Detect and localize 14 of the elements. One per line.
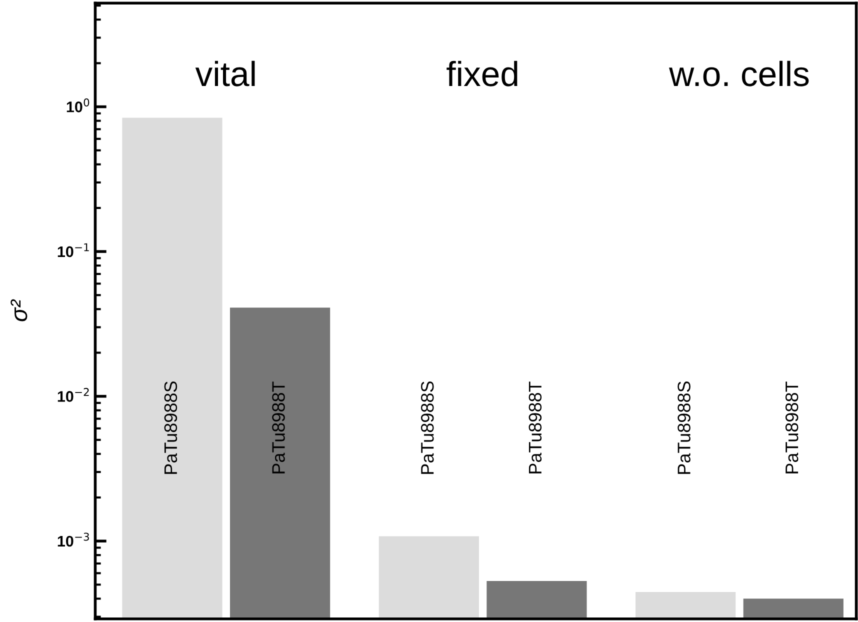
x-tick-label: w.o. cells [669,60,809,86]
y-tick-label: 10$^{0}$ [66,98,90,112]
y-tick-label: 10$^{−3}$ [58,532,89,547]
text: PaTu8988S [420,381,434,474]
series-label: PaTu8988T [272,382,285,474]
text: PaTu8988T [528,382,542,474]
text: PaTu8988T [785,382,798,474]
x-tick-label: vital [195,60,255,86]
text: PaTu8988S [678,381,690,474]
series-label: PaTu8988S [164,381,178,474]
y-tick-label: 10$^{−2}$ [58,388,89,402]
y-axis-title: σ² [10,299,28,322]
x-tick-label: fixed [446,60,518,86]
y-tick-label: 10$^{−1}$ [58,243,89,258]
